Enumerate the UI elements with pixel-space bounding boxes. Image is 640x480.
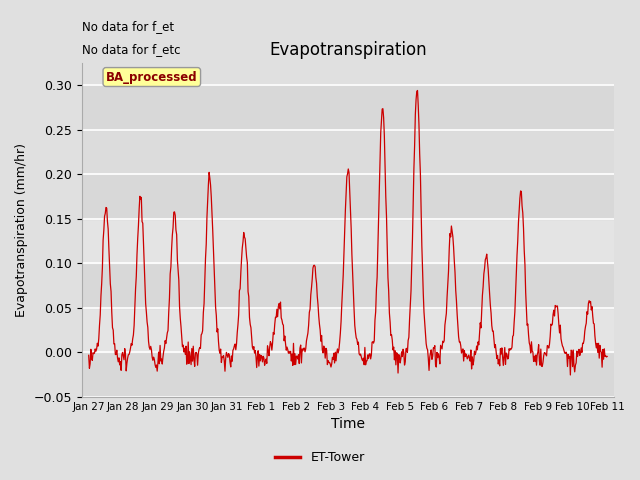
Bar xyxy=(82,174,614,219)
Text: BA_processed: BA_processed xyxy=(106,71,198,84)
Text: No data for f_etc: No data for f_etc xyxy=(82,43,180,56)
Bar xyxy=(82,308,614,352)
Bar xyxy=(82,130,614,174)
Text: No data for f_et: No data for f_et xyxy=(82,20,174,33)
Bar xyxy=(82,219,614,264)
Bar xyxy=(82,85,614,130)
X-axis label: Time: Time xyxy=(331,418,365,432)
Bar xyxy=(82,264,614,308)
Legend: ET-Tower: ET-Tower xyxy=(270,446,370,469)
Y-axis label: Evapotranspiration (mm/hr): Evapotranspiration (mm/hr) xyxy=(15,143,28,317)
Bar xyxy=(82,352,614,397)
Title: Evapotranspiration: Evapotranspiration xyxy=(269,41,427,59)
